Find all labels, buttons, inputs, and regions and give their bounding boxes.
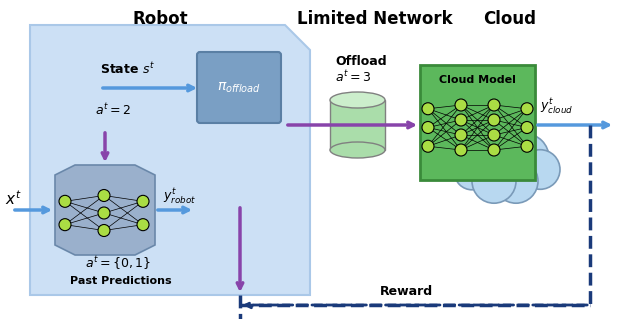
Text: Reward: Reward [380,285,433,298]
Bar [330,100,385,150]
Circle shape [422,140,434,152]
Circle shape [500,134,549,182]
Circle shape [422,122,434,133]
Circle shape [454,155,490,190]
Circle shape [488,114,500,126]
Circle shape [455,129,467,141]
Circle shape [521,122,533,133]
Circle shape [422,103,434,115]
Text: $a^t=3$: $a^t=3$ [335,70,371,85]
Text: Cloud Model: Cloud Model [439,75,516,85]
Text: $a^t=\{0,1\}$: $a^t=\{0,1\}$ [85,255,151,272]
Text: $a^t=2$: $a^t=2$ [95,102,131,118]
Text: Cloud: Cloud [483,10,536,28]
Circle shape [474,134,536,196]
Circle shape [521,140,533,152]
Text: Offload: Offload [335,55,387,68]
Text: $y^t_{cloud}$: $y^t_{cloud}$ [540,96,573,116]
Circle shape [59,195,71,207]
Circle shape [59,219,71,231]
Circle shape [455,99,467,111]
Ellipse shape [330,142,385,158]
Circle shape [455,114,467,126]
Circle shape [137,195,149,207]
Circle shape [488,99,500,111]
Text: $x^t$: $x^t$ [5,189,22,208]
Text: Robot: Robot [132,10,188,28]
Circle shape [137,219,149,231]
Text: $\pi_{offload}$: $\pi_{offload}$ [217,80,261,95]
Circle shape [494,159,538,203]
Text: Limited Network: Limited Network [297,10,453,28]
Circle shape [455,144,467,156]
Circle shape [488,129,500,141]
Polygon shape [55,165,155,255]
Circle shape [472,159,516,203]
Bar [420,65,535,180]
Circle shape [488,144,500,156]
Text: $y^t_{robot}$: $y^t_{robot}$ [163,186,196,206]
Circle shape [463,138,507,182]
Circle shape [98,207,110,219]
Circle shape [520,150,560,189]
Circle shape [521,103,533,115]
Circle shape [98,225,110,236]
Text: Past Predictions: Past Predictions [70,276,172,286]
Text: State $s^t$: State $s^t$ [100,61,155,77]
Polygon shape [30,25,310,295]
Circle shape [98,189,110,202]
Ellipse shape [330,92,385,108]
FancyBboxPatch shape [197,52,281,123]
